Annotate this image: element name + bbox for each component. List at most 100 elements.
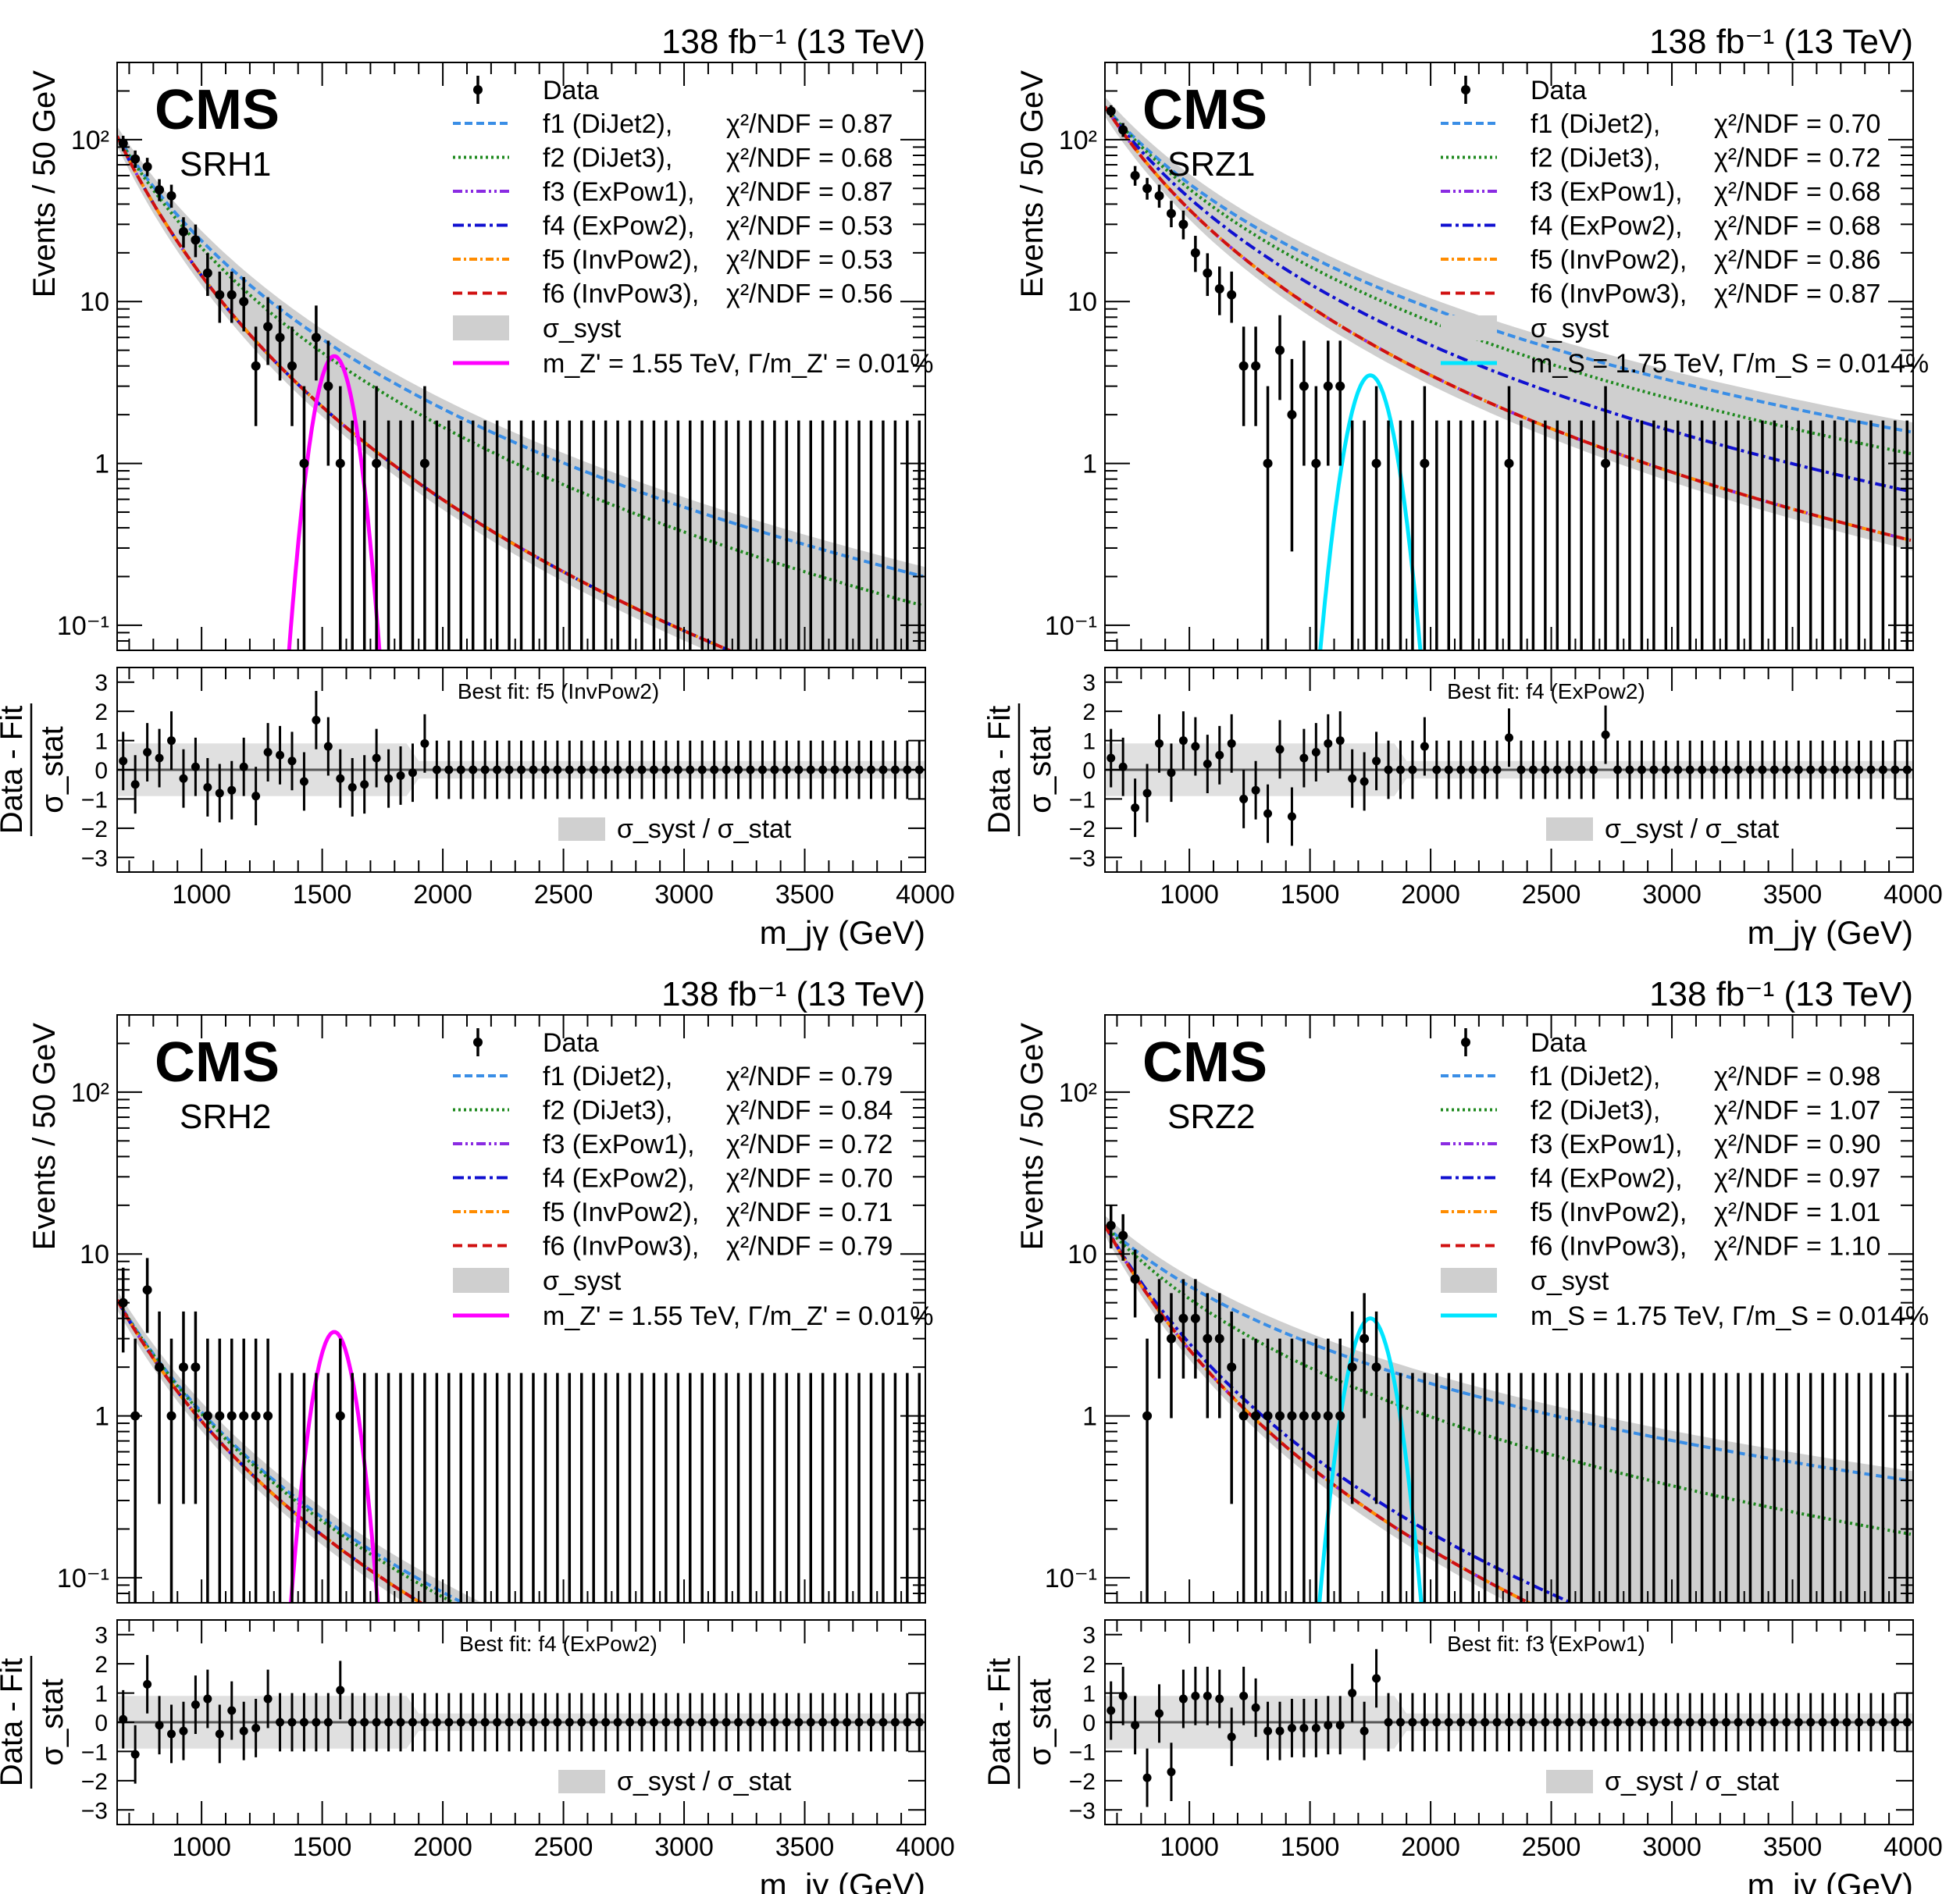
pull-point bbox=[1673, 1718, 1683, 1727]
x-tick-label: 1500 bbox=[293, 880, 352, 910]
data-point bbox=[226, 290, 237, 300]
pull-point bbox=[130, 780, 140, 789]
x-tick-label: 3500 bbox=[775, 880, 835, 910]
pull-point bbox=[818, 1718, 828, 1727]
legend-f6-label: f6 (InvPow3), bbox=[1531, 279, 1687, 309]
legend-data-marker bbox=[473, 85, 483, 94]
data-point bbox=[1251, 361, 1261, 371]
syst-band bbox=[117, 1290, 925, 1603]
legend-data: Data bbox=[543, 1028, 599, 1058]
legend-chi2-f6: χ²/NDF = 1.10 bbox=[1714, 1232, 1880, 1262]
data-point bbox=[155, 1362, 165, 1372]
pull-point bbox=[1758, 1718, 1767, 1727]
pull-point bbox=[336, 774, 345, 783]
best-fit-label: Best fit: f4 (ExPow2) bbox=[459, 1632, 657, 1656]
x-tick-label: 2000 bbox=[1401, 1832, 1460, 1862]
legend-chi2-f1: χ²/NDF = 0.87 bbox=[726, 109, 893, 139]
data-point bbox=[335, 458, 345, 468]
pull-plot-area bbox=[1105, 1649, 1913, 1807]
pull-point bbox=[1167, 1768, 1176, 1777]
pull-point bbox=[1263, 1726, 1273, 1736]
pull-point bbox=[1842, 765, 1851, 774]
pull-point bbox=[276, 1718, 285, 1727]
cms-label: CMS bbox=[1142, 1031, 1267, 1094]
pull-y-tick-label: −3 bbox=[81, 1798, 108, 1824]
lumi-label: 138 fb⁻¹ (13 TeV) bbox=[1649, 975, 1913, 1013]
pull-point bbox=[1625, 1718, 1634, 1727]
data-point bbox=[178, 1362, 188, 1372]
y-axis-label: Events / 50 GeV bbox=[27, 70, 62, 298]
ratio-legend-label: σ_syst / σ_stat bbox=[1605, 814, 1780, 844]
cms-label: CMS bbox=[155, 1031, 280, 1094]
legend-signal-label: m_S = 1.75 TeV, Γ/m_S = 0.014% bbox=[1531, 1301, 1929, 1331]
pull-y-tick-label: 0 bbox=[94, 1711, 108, 1736]
y-tick-label: 10² bbox=[1059, 1078, 1097, 1108]
pull-point bbox=[203, 782, 212, 792]
lumi-label: 138 fb⁻¹ (13 TeV) bbox=[1649, 23, 1913, 61]
pull-point bbox=[1360, 1726, 1369, 1736]
pull-point bbox=[540, 1718, 550, 1727]
pull-point bbox=[203, 1694, 212, 1704]
pull-point bbox=[1613, 765, 1623, 774]
pull-point bbox=[312, 1718, 321, 1727]
pull-point bbox=[1155, 739, 1164, 748]
pull-point bbox=[227, 1706, 237, 1715]
data-point bbox=[1118, 1230, 1128, 1241]
data-point bbox=[178, 226, 188, 237]
pull-point bbox=[143, 1679, 152, 1689]
legend-chi2-f4: χ²/NDF = 0.70 bbox=[726, 1164, 893, 1194]
pull-point bbox=[1806, 1718, 1816, 1727]
x-tick-label: 1500 bbox=[293, 1832, 352, 1862]
y-axis-label: Events / 50 GeV bbox=[27, 1023, 62, 1251]
pull-point bbox=[661, 1718, 671, 1727]
best-fit-label: Best fit: f4 (ExPow2) bbox=[1447, 679, 1645, 703]
pull-point bbox=[1384, 1718, 1393, 1727]
data-point bbox=[1118, 125, 1128, 135]
pull-point bbox=[384, 774, 394, 783]
top-plot-area bbox=[1105, 1205, 1913, 1603]
pull-point bbox=[1372, 757, 1381, 766]
pull-point bbox=[1131, 803, 1140, 813]
legend-data-marker bbox=[1461, 85, 1470, 94]
pull-point bbox=[1878, 765, 1887, 774]
pull-point bbox=[734, 765, 743, 774]
pull-point bbox=[1107, 753, 1116, 763]
cms-label: CMS bbox=[155, 79, 280, 141]
pull-point bbox=[1782, 765, 1791, 774]
pull-point bbox=[1432, 765, 1441, 774]
data-point bbox=[1335, 1411, 1345, 1421]
pull-point bbox=[276, 750, 285, 760]
pull-point bbox=[469, 765, 478, 774]
pull-point bbox=[1794, 765, 1803, 774]
fit-curve-f6 bbox=[1105, 1224, 1533, 1603]
top-plot-area bbox=[117, 1258, 925, 1603]
pull-y-tick-label: 2 bbox=[94, 700, 108, 725]
data-point bbox=[1214, 283, 1224, 294]
pull-point bbox=[1299, 1723, 1309, 1732]
pull-point bbox=[1552, 1718, 1562, 1727]
pull-point bbox=[577, 1718, 586, 1727]
y-tick-label: 10⁻¹ bbox=[1045, 1564, 1097, 1593]
pull-point bbox=[504, 765, 514, 774]
data-point bbox=[1311, 458, 1321, 468]
pull-y-tick-label: 1 bbox=[1082, 729, 1096, 755]
y-tick-label: 1 bbox=[1082, 450, 1097, 479]
legend-data: Data bbox=[1531, 76, 1587, 105]
pull-point bbox=[710, 765, 719, 774]
legend-f3-label: f3 (ExPow1), bbox=[1531, 1130, 1683, 1159]
pull-y-tick-label: 2 bbox=[94, 1652, 108, 1678]
x-tick-label: 4000 bbox=[1883, 1832, 1943, 1862]
pull-point bbox=[601, 1718, 611, 1727]
x-axis-label: m_jγ (GeV) bbox=[760, 1867, 925, 1894]
legend-data-marker bbox=[473, 1038, 483, 1047]
legend-chi2-f5: χ²/NDF = 1.01 bbox=[1714, 1198, 1880, 1227]
pull-point bbox=[1842, 1718, 1851, 1727]
top-frame bbox=[1104, 1014, 1914, 1604]
legend-f2-label: f2 (DiJet3), bbox=[543, 144, 672, 173]
pull-point bbox=[1408, 765, 1417, 774]
signal-curve bbox=[1318, 373, 1423, 650]
pull-point bbox=[1722, 1718, 1731, 1727]
